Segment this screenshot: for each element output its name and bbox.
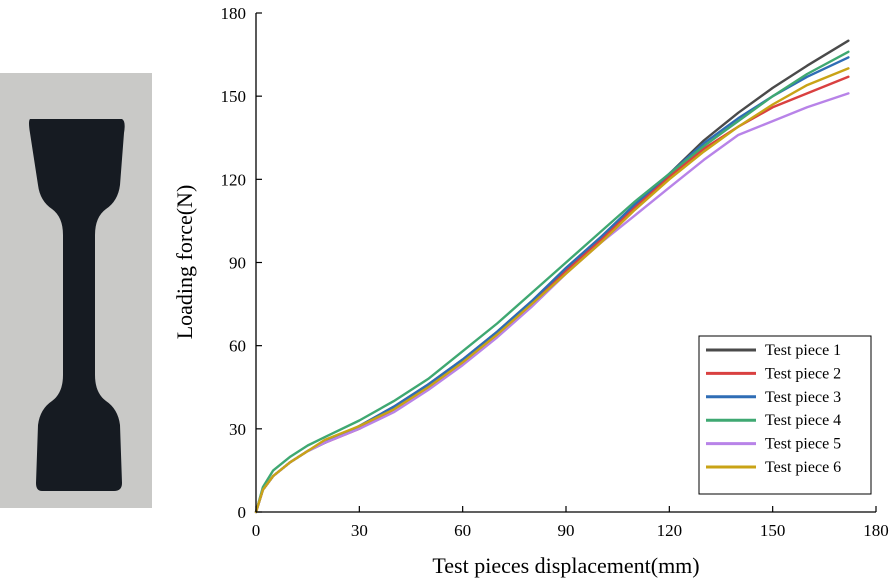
- x-tick-label: 180: [863, 521, 889, 540]
- specimen-photo: [0, 73, 152, 508]
- x-tick-label: 120: [657, 521, 683, 540]
- dog-bone-specimen: [29, 119, 125, 491]
- series-line-4: [254, 50, 850, 514]
- y-tick-label: 120: [221, 170, 247, 189]
- y-tick-label: 150: [221, 87, 247, 106]
- legend-label-5: Test piece 5: [765, 436, 841, 453]
- y-axis-title: Loading force(N): [172, 185, 197, 340]
- series-line-6: [254, 67, 850, 514]
- series-lines: [254, 39, 850, 514]
- x-tick-label: 0: [252, 521, 261, 540]
- y-tick-label: 0: [238, 503, 247, 522]
- y-tick-label: 90: [229, 254, 246, 273]
- y-tick-label: 30: [229, 420, 246, 439]
- legend-label-6: Test piece 6: [765, 459, 841, 476]
- legend-label-3: Test piece 3: [765, 389, 841, 406]
- x-tick-label: 150: [760, 521, 786, 540]
- axis-ticks: 0 30 60 90 120 150 180 0 30 60 90 120 150 180: [221, 4, 889, 540]
- x-tick-label: 30: [351, 521, 368, 540]
- x-tick-label: 60: [454, 521, 471, 540]
- legend-label-1: Test piece 1: [765, 342, 841, 359]
- x-tick-label: 90: [558, 521, 575, 540]
- legend-label-4: Test piece 4: [765, 412, 841, 429]
- y-tick-label: 180: [221, 4, 247, 23]
- y-tick-label: 60: [229, 337, 246, 356]
- legend: Test piece 1 Test piece 2 Test piece 3 Test…: [698, 335, 872, 495]
- legend-label-2: Test piece 2: [765, 365, 841, 382]
- x-axis-title: Test pieces displacement(mm): [432, 553, 699, 578]
